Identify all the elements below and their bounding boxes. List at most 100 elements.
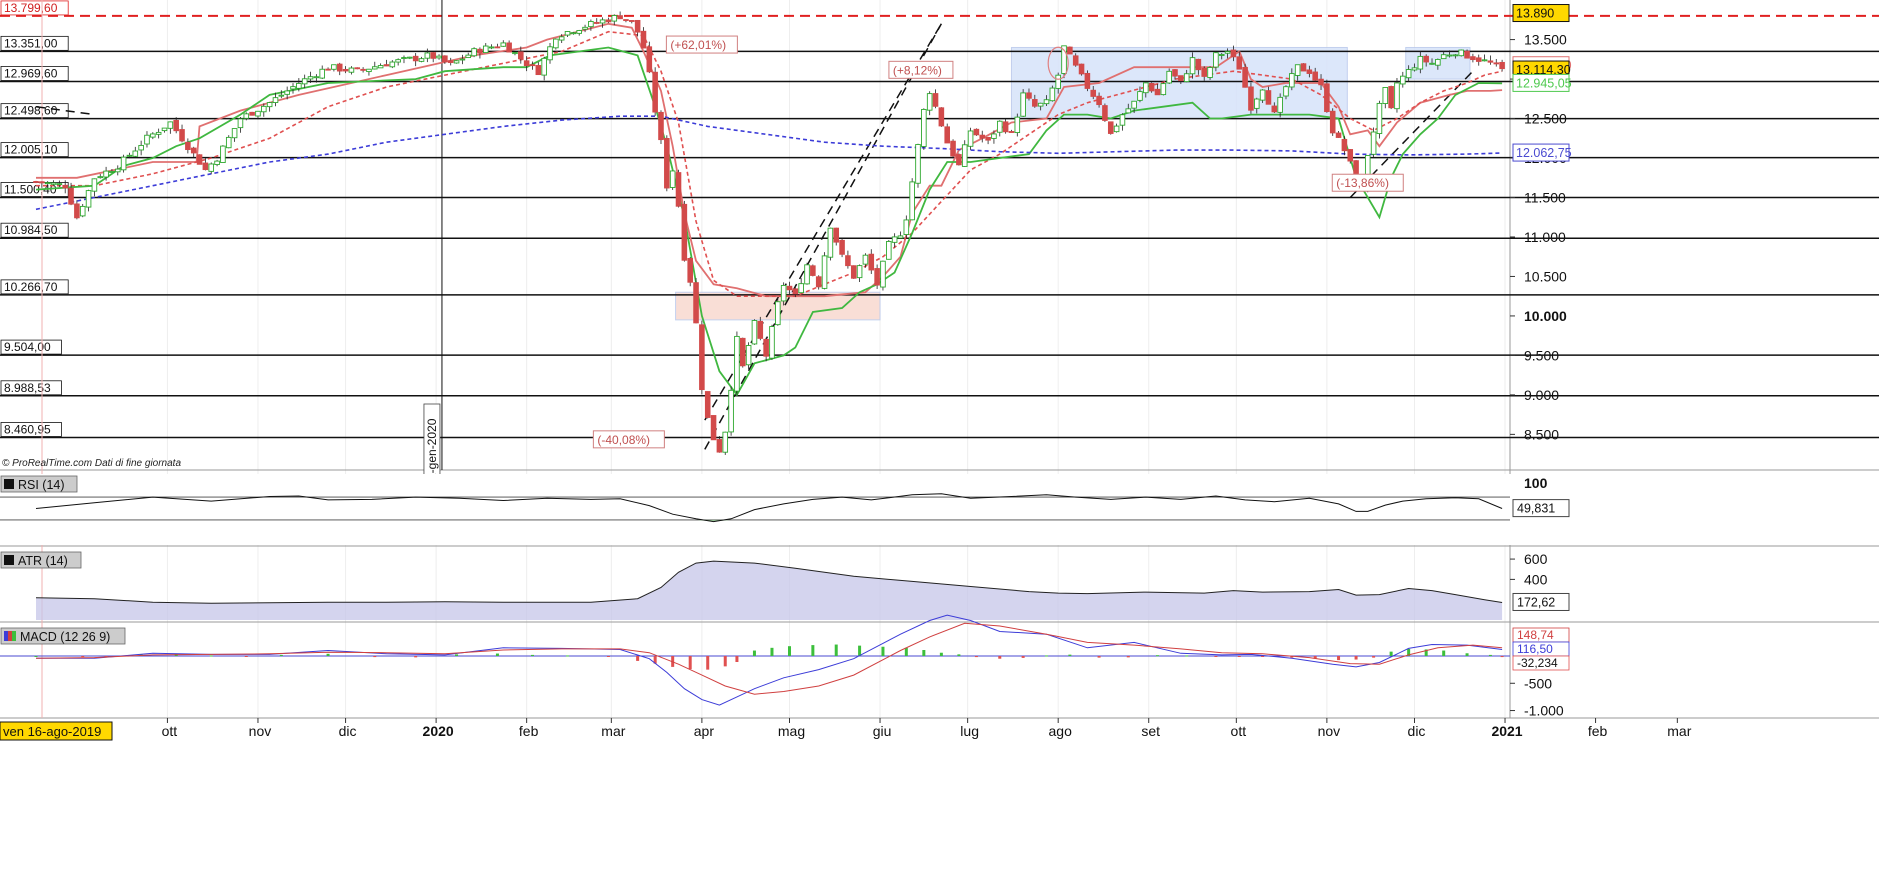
macd-hist-bar [653,656,657,664]
candle-body [1096,95,1102,106]
candle-body [465,54,472,59]
candle-body [202,162,209,171]
atr-label: ATR (14) [18,554,68,568]
candle-body [722,431,729,453]
candle-body [985,136,991,141]
macd-label-box [0,627,126,645]
date-vline-label: 2-gen-2020 [425,418,439,480]
macd-hist-bar [279,654,283,656]
macd-hist-bar [1237,656,1241,657]
macd-hist-bar [1354,656,1358,660]
rsi-top-tick: 100 [1524,475,1548,491]
candle-body [500,42,507,47]
rsi-line [35,493,1503,523]
candle-body [1102,105,1108,121]
candle-body [623,19,629,22]
level-label-box-7 [0,279,69,295]
candle-body [751,320,758,345]
candle-body [354,67,361,70]
macd-value-1: 116,50 [1517,642,1553,656]
price-marker-3: 12.945,05 [1516,76,1572,90]
candle-body [190,147,197,154]
macd-hist-bar [1261,656,1265,657]
candle-body [284,90,290,95]
candle-body [1084,72,1091,89]
macd-hist-bar [1372,656,1376,658]
macd-hist-bar [209,655,213,657]
candle-body [541,57,547,76]
level-label-6: 10.984,50 [4,223,58,237]
candle-body [424,52,431,59]
annotation-3: (-13,86%) [1336,176,1389,190]
time-label-17: mar [1667,723,1691,739]
level-label-box-10 [0,422,62,437]
candle-body [518,51,524,60]
candle-body [44,182,51,185]
candle-body [255,110,261,117]
candle-body [1172,69,1178,77]
candle-body [1166,70,1172,84]
macd-hist-bar [957,654,961,656]
candle-body [815,276,822,288]
time-label-16: feb [1588,723,1608,739]
candle-body [529,64,536,67]
rsi-value-box [1512,499,1570,518]
candle-body [599,19,606,24]
candle-body [1137,91,1143,101]
candle-body [79,205,86,217]
candle-body [91,178,98,192]
candle-body [1487,60,1494,63]
candle-body [996,120,1003,133]
macd-hist-bar [688,656,692,670]
annotation-2: (-40,08%) [597,433,650,447]
price-tick-label-6: 10.500 [1524,268,1567,284]
level-label-7: 10.266,70 [4,280,58,294]
candle-body [833,227,840,243]
macd-tick-label-1: -1.000 [1524,703,1564,719]
level-label-box-4 [0,142,69,158]
candle-body [961,144,968,167]
candle-body [1289,73,1295,88]
level-label-8: 9.504,00 [4,340,51,354]
candle-body [126,154,133,157]
candle-body [220,145,226,163]
candle-body [1078,63,1085,75]
time-label-0: ott [162,723,178,739]
level-label-box-2 [0,66,69,81]
candle-body [1072,55,1079,66]
candle-body [68,187,74,205]
candle-body [780,284,787,302]
candle-body [331,64,337,70]
time-label-3: 2020 [423,723,454,739]
candle-body [1306,69,1313,74]
candle-body [144,134,150,145]
macd-hist-bar [1185,655,1189,657]
time-label-13: nov [1318,723,1341,739]
candle-body [1481,59,1488,62]
candle-body [1125,108,1132,114]
candle-body [956,154,962,166]
candle-body [1259,89,1266,101]
macd-hist-bar [244,656,248,657]
candle-body [430,52,436,59]
candle-body [1429,62,1435,65]
rsi-label-box [0,475,78,493]
candle-body [167,121,174,129]
candle-body [763,338,769,357]
candle-body [675,172,682,207]
level-label-box-1 [0,35,69,51]
candle-body [231,128,238,139]
candle-body [775,301,781,326]
rsi-pane-bg [0,474,1879,545]
candle-body [1440,54,1447,60]
candle-body [477,48,483,54]
candle-body [33,181,39,183]
level-label-box-9 [0,380,62,396]
candle-body [874,268,880,286]
candle-body [658,111,664,141]
candle-body [1335,132,1342,138]
macd-hist-bar [723,656,727,667]
candle-body [459,58,466,61]
candle-body [1376,102,1383,135]
level-label-1: 13.351,00 [4,36,58,50]
